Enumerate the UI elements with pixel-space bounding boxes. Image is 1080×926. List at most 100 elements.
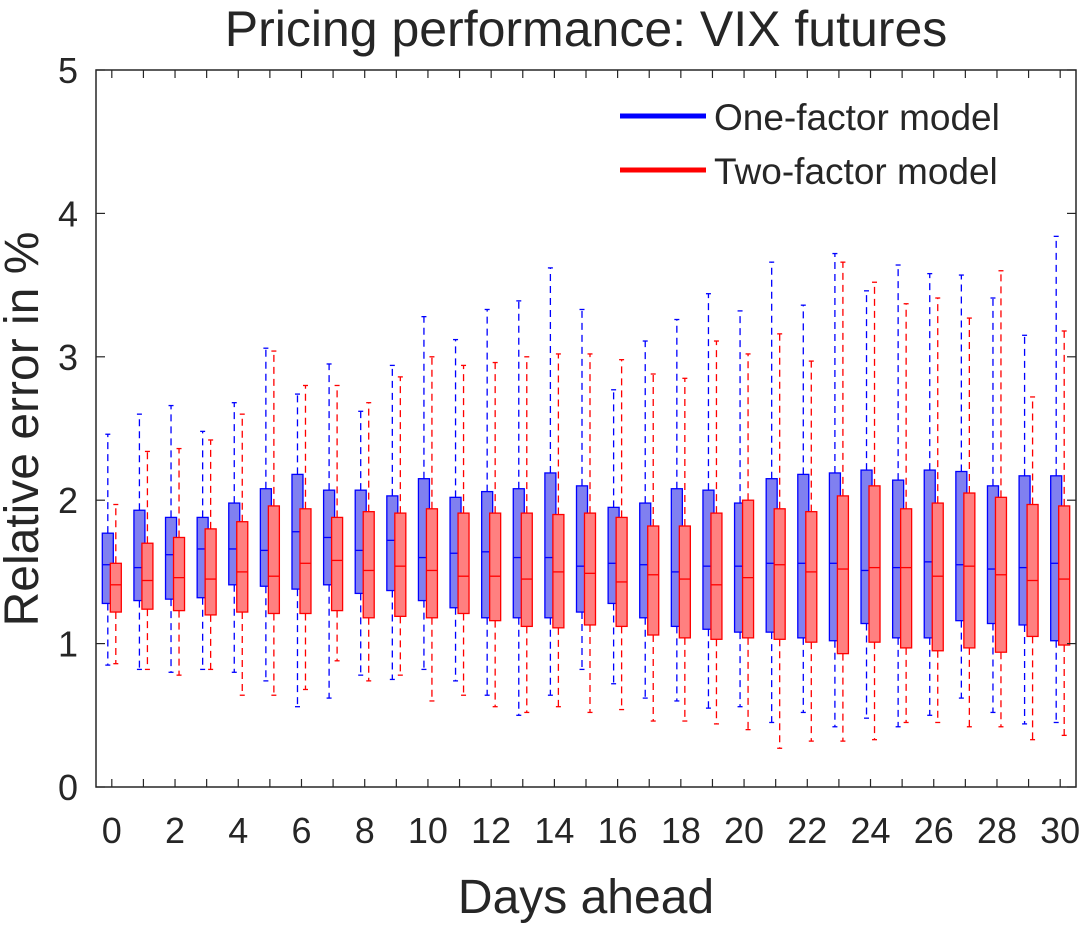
box-one-factor-day-21 [765,261,778,724]
box-one-factor-day-16 [607,389,620,685]
x-tick-label: 28 [977,810,1017,851]
box-iqr [425,508,439,619]
y-tick-label: 2 [58,480,78,521]
box-iqr [805,511,818,643]
plot-area [101,235,1071,749]
box-two-factor-day-13 [520,356,533,714]
box-one-factor-day-14 [544,267,557,696]
x-tick-label: 30 [1040,810,1080,851]
box-two-factor-day-0 [109,503,122,665]
x-tick-label: 4 [228,810,248,851]
y-tick-label: 3 [58,337,78,378]
x-tick-label: 12 [471,810,511,851]
box-one-factor-day-20 [733,310,747,708]
box-iqr [299,508,312,615]
box-iqr [236,521,249,613]
x-tick-label: 16 [598,810,638,851]
legend-label-two-factor: Two-factor model [714,151,998,192]
box-two-factor-day-3 [204,439,217,671]
box-iqr [489,512,502,622]
box-two-factor-day-10 [425,356,439,702]
box-two-factor-day-27 [963,317,976,728]
box-two-factor-day-20 [741,353,755,731]
box-one-factor-day-18 [670,318,683,702]
box-iqr [1026,503,1039,638]
x-tick-label: 20 [724,810,764,851]
box-two-factor-day-29 [1026,396,1039,741]
box-two-factor-day-8 [362,402,375,682]
box-one-factor-day-19 [702,293,715,709]
box-two-factor-day-2 [172,447,186,676]
box-one-factor-day-12 [481,308,494,696]
legend-label-one-factor: One-factor model [714,97,1000,138]
x-tick-label: 0 [102,810,122,851]
box-iqr [362,511,375,619]
x-tick-label: 8 [355,810,375,851]
box-iqr [141,542,154,610]
box-two-factor-day-18 [678,377,691,722]
box-iqr [773,508,786,640]
box-iqr [1058,505,1071,646]
box-one-factor-day-30 [1050,235,1063,724]
box-iqr [647,525,660,636]
box-two-factor-day-9 [394,376,407,676]
box-two-factor-day-15 [583,353,597,714]
box-iqr [394,512,407,618]
chart-title: Pricing performance: VIX futures [225,1,948,57]
box-two-factor-day-19 [710,340,723,725]
x-axis-label: Days ahead [458,871,714,924]
box-two-factor-day-26 [931,297,944,724]
box-iqr [583,512,597,626]
box-one-factor-day-11 [449,338,462,682]
box-iqr [678,525,691,639]
box-two-factor-day-21 [773,333,786,749]
box-two-factor-day-5 [267,350,281,696]
y-tick-label: 5 [58,50,78,91]
box-iqr [457,512,470,615]
box-two-factor-day-23 [836,261,850,742]
x-tick-label: 10 [408,810,448,851]
x-tick-label: 18 [661,810,701,851]
box-one-factor-day-25 [891,264,905,728]
box-iqr [330,516,344,612]
x-tick-label: 14 [534,810,574,851]
box-one-factor-day-22 [797,304,810,714]
x-tick-label: 6 [291,810,311,851]
box-two-factor-day-17 [647,373,660,722]
box-one-factor-day-23 [828,252,842,728]
box-iqr [710,512,723,640]
box-one-factor-day-0 [101,433,114,666]
box-iqr [267,505,281,615]
box-two-factor-day-28 [994,270,1008,728]
box-two-factor-day-11 [457,364,470,696]
box-iqr [931,502,944,652]
box-iqr [868,485,881,643]
y-axis-label: Relative error in % [0,232,49,627]
box-one-factor-day-17 [639,340,652,699]
box-iqr [615,516,628,628]
box-two-factor-day-4 [236,413,249,696]
box-iqr [204,528,217,616]
x-tick-label: 24 [850,810,890,851]
box-two-factor-day-25 [899,303,913,724]
box-two-factor-day-14 [552,353,565,708]
y-tick-label: 1 [58,624,78,665]
box-iqr [899,508,913,649]
box-two-factor-day-16 [615,359,628,711]
box-two-factor-day-1 [141,450,154,671]
box-iqr [552,513,565,629]
box-one-factor-day-13 [512,300,525,716]
box-two-factor-day-22 [805,360,818,742]
box-two-factor-day-6 [299,384,312,691]
box-two-factor-day-30 [1058,330,1071,737]
box-two-factor-day-24 [868,281,881,741]
box-iqr [836,495,850,655]
box-two-factor-day-12 [489,361,502,708]
y-tick-label: 4 [58,193,78,234]
x-tick-label: 22 [787,810,827,851]
box-two-factor-day-7 [330,384,344,662]
box-one-factor-day-1 [133,413,146,671]
x-tick-label: 26 [914,810,954,851]
